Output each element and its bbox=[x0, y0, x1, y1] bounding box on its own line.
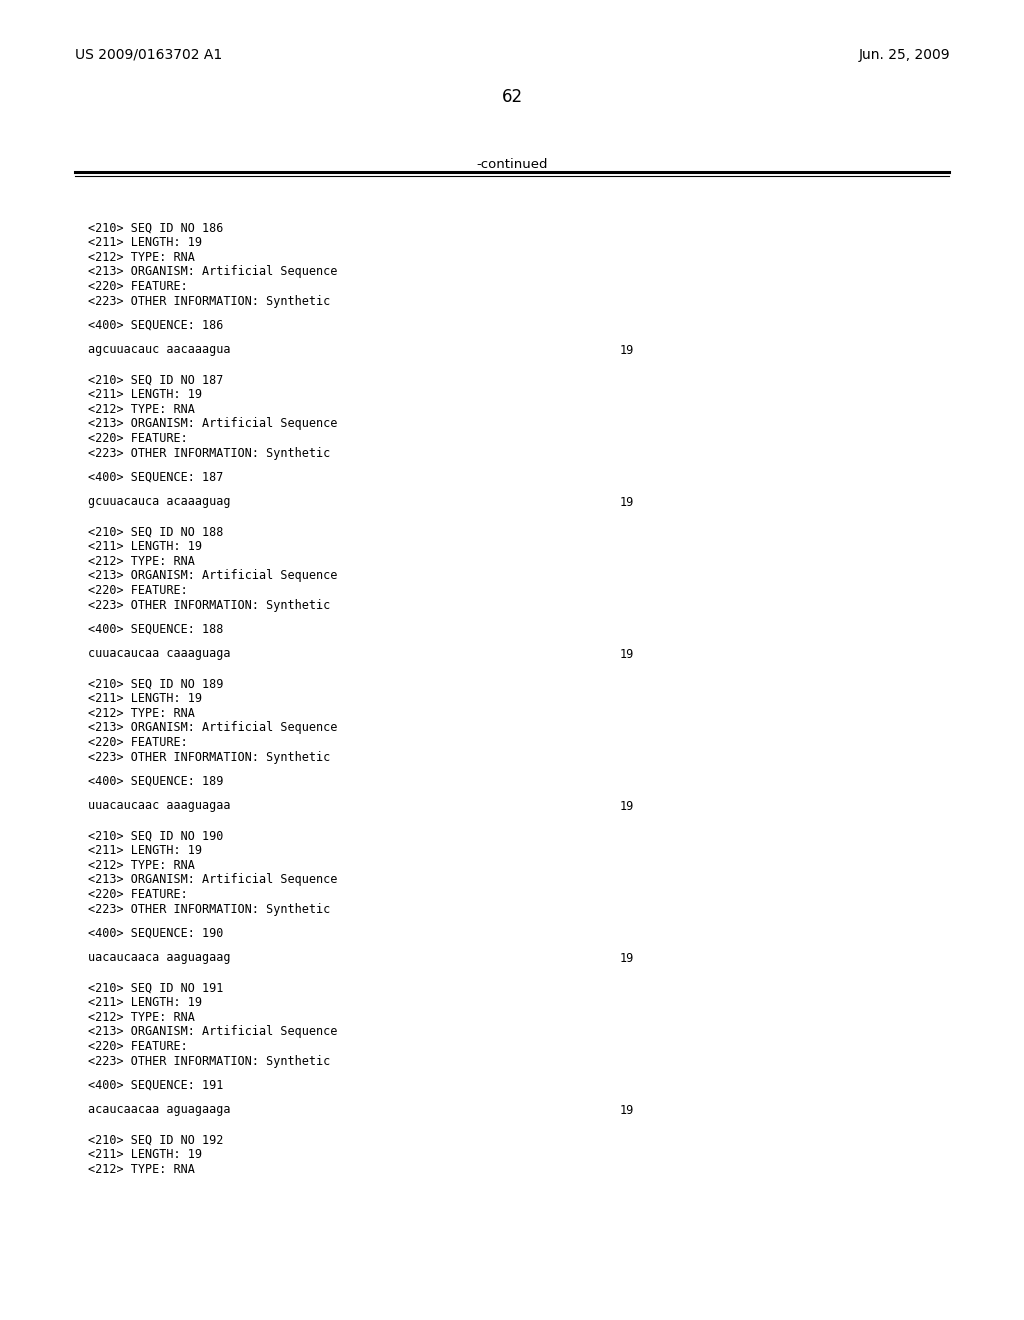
Text: 19: 19 bbox=[620, 800, 634, 813]
Text: <211> LENGTH: 19: <211> LENGTH: 19 bbox=[88, 1148, 202, 1162]
Text: <223> OTHER INFORMATION: Synthetic: <223> OTHER INFORMATION: Synthetic bbox=[88, 751, 331, 763]
Text: <223> OTHER INFORMATION: Synthetic: <223> OTHER INFORMATION: Synthetic bbox=[88, 903, 331, 916]
Text: 19: 19 bbox=[620, 952, 634, 965]
Text: <220> FEATURE:: <220> FEATURE: bbox=[88, 1040, 187, 1053]
Text: <223> OTHER INFORMATION: Synthetic: <223> OTHER INFORMATION: Synthetic bbox=[88, 598, 331, 611]
Text: <400> SEQUENCE: 188: <400> SEQUENCE: 188 bbox=[88, 623, 223, 636]
Text: <223> OTHER INFORMATION: Synthetic: <223> OTHER INFORMATION: Synthetic bbox=[88, 446, 331, 459]
Text: <223> OTHER INFORMATION: Synthetic: <223> OTHER INFORMATION: Synthetic bbox=[88, 294, 331, 308]
Text: uuacaucaac aaaguagaa: uuacaucaac aaaguagaa bbox=[88, 800, 230, 813]
Text: <220> FEATURE:: <220> FEATURE: bbox=[88, 432, 187, 445]
Text: <220> FEATURE:: <220> FEATURE: bbox=[88, 583, 187, 597]
Text: <212> TYPE: RNA: <212> TYPE: RNA bbox=[88, 1011, 195, 1024]
Text: 19: 19 bbox=[620, 1104, 634, 1117]
Text: <400> SEQUENCE: 189: <400> SEQUENCE: 189 bbox=[88, 775, 223, 788]
Text: <211> LENGTH: 19: <211> LENGTH: 19 bbox=[88, 388, 202, 401]
Text: <213> ORGANISM: Artificial Sequence: <213> ORGANISM: Artificial Sequence bbox=[88, 569, 337, 582]
Text: <213> ORGANISM: Artificial Sequence: <213> ORGANISM: Artificial Sequence bbox=[88, 1026, 337, 1039]
Text: <213> ORGANISM: Artificial Sequence: <213> ORGANISM: Artificial Sequence bbox=[88, 265, 337, 279]
Text: 62: 62 bbox=[502, 88, 522, 106]
Text: <213> ORGANISM: Artificial Sequence: <213> ORGANISM: Artificial Sequence bbox=[88, 874, 337, 887]
Text: <210> SEQ ID NO 192: <210> SEQ ID NO 192 bbox=[88, 1134, 223, 1147]
Text: <220> FEATURE:: <220> FEATURE: bbox=[88, 280, 187, 293]
Text: 19: 19 bbox=[620, 648, 634, 660]
Text: <212> TYPE: RNA: <212> TYPE: RNA bbox=[88, 1163, 195, 1176]
Text: 19: 19 bbox=[620, 495, 634, 508]
Text: <212> TYPE: RNA: <212> TYPE: RNA bbox=[88, 859, 195, 873]
Text: -continued: -continued bbox=[476, 158, 548, 172]
Text: <210> SEQ ID NO 189: <210> SEQ ID NO 189 bbox=[88, 678, 223, 690]
Text: <220> FEATURE:: <220> FEATURE: bbox=[88, 737, 187, 748]
Text: <400> SEQUENCE: 187: <400> SEQUENCE: 187 bbox=[88, 471, 223, 484]
Text: <211> LENGTH: 19: <211> LENGTH: 19 bbox=[88, 540, 202, 553]
Text: <400> SEQUENCE: 186: <400> SEQUENCE: 186 bbox=[88, 319, 223, 333]
Text: <213> ORGANISM: Artificial Sequence: <213> ORGANISM: Artificial Sequence bbox=[88, 417, 337, 430]
Text: <213> ORGANISM: Artificial Sequence: <213> ORGANISM: Artificial Sequence bbox=[88, 722, 337, 734]
Text: <212> TYPE: RNA: <212> TYPE: RNA bbox=[88, 708, 195, 719]
Text: <210> SEQ ID NO 187: <210> SEQ ID NO 187 bbox=[88, 374, 223, 387]
Text: <400> SEQUENCE: 191: <400> SEQUENCE: 191 bbox=[88, 1078, 223, 1092]
Text: <211> LENGTH: 19: <211> LENGTH: 19 bbox=[88, 997, 202, 1010]
Text: <400> SEQUENCE: 190: <400> SEQUENCE: 190 bbox=[88, 927, 223, 940]
Text: Jun. 25, 2009: Jun. 25, 2009 bbox=[858, 48, 950, 62]
Text: <212> TYPE: RNA: <212> TYPE: RNA bbox=[88, 251, 195, 264]
Text: <211> LENGTH: 19: <211> LENGTH: 19 bbox=[88, 236, 202, 249]
Text: <210> SEQ ID NO 186: <210> SEQ ID NO 186 bbox=[88, 222, 223, 235]
Text: cuuacaucaa caaaguaga: cuuacaucaa caaaguaga bbox=[88, 648, 230, 660]
Text: <212> TYPE: RNA: <212> TYPE: RNA bbox=[88, 554, 195, 568]
Text: <212> TYPE: RNA: <212> TYPE: RNA bbox=[88, 403, 195, 416]
Text: <223> OTHER INFORMATION: Synthetic: <223> OTHER INFORMATION: Synthetic bbox=[88, 1055, 331, 1068]
Text: <220> FEATURE:: <220> FEATURE: bbox=[88, 888, 187, 902]
Text: gcuuacauca acaaaguag: gcuuacauca acaaaguag bbox=[88, 495, 230, 508]
Text: <210> SEQ ID NO 190: <210> SEQ ID NO 190 bbox=[88, 830, 223, 843]
Text: <211> LENGTH: 19: <211> LENGTH: 19 bbox=[88, 845, 202, 858]
Text: agcuuacauc aacaaagua: agcuuacauc aacaaagua bbox=[88, 343, 230, 356]
Text: uacaucaaca aaguagaag: uacaucaaca aaguagaag bbox=[88, 952, 230, 965]
Text: 19: 19 bbox=[620, 343, 634, 356]
Text: <210> SEQ ID NO 188: <210> SEQ ID NO 188 bbox=[88, 525, 223, 539]
Text: <211> LENGTH: 19: <211> LENGTH: 19 bbox=[88, 693, 202, 705]
Text: US 2009/0163702 A1: US 2009/0163702 A1 bbox=[75, 48, 222, 62]
Text: <210> SEQ ID NO 191: <210> SEQ ID NO 191 bbox=[88, 982, 223, 995]
Text: acaucaacaa aguagaaga: acaucaacaa aguagaaga bbox=[88, 1104, 230, 1117]
